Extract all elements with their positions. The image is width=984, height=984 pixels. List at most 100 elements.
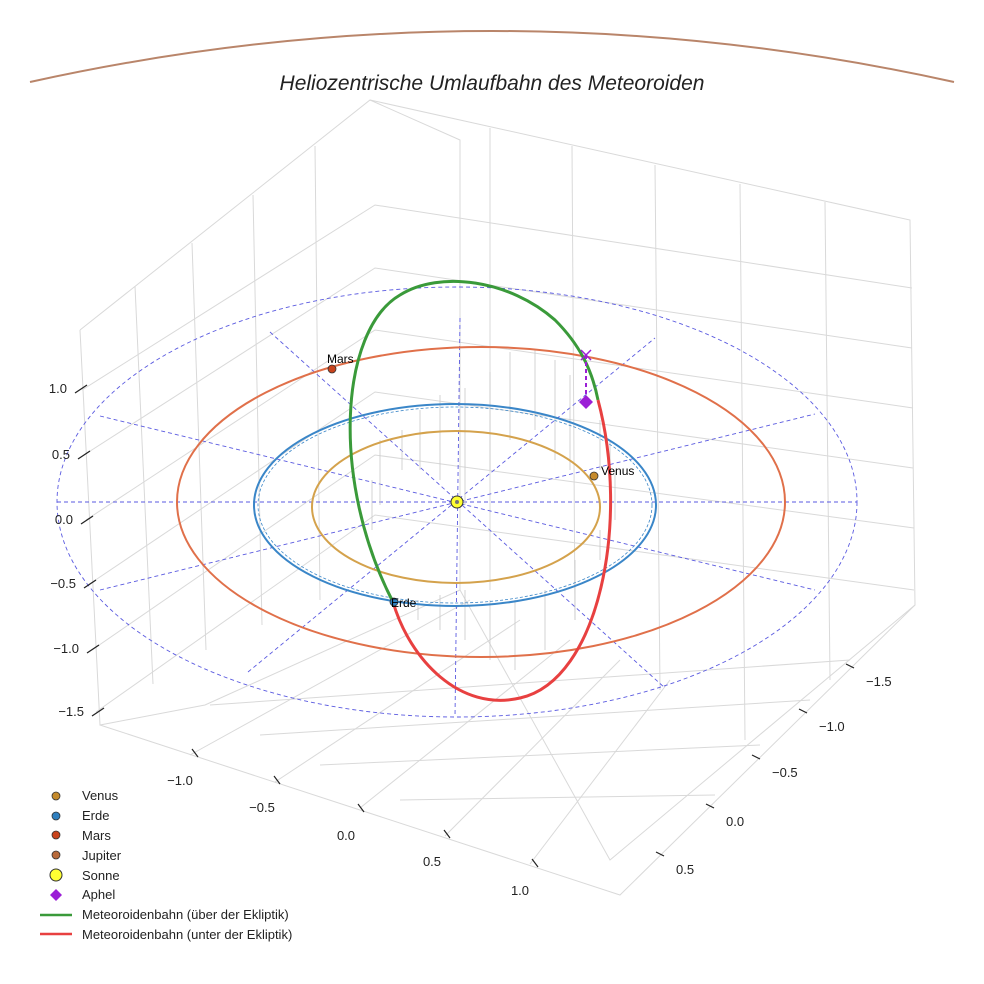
grid-line — [739, 183, 746, 741]
legend-label: Aphel — [82, 887, 116, 903]
pane-right — [369, 99, 916, 861]
sun-core-icon — [455, 500, 459, 504]
y-tick — [845, 663, 855, 669]
axes-box — [79, 99, 916, 896]
legend-item: Mars — [38, 826, 292, 846]
z-tick — [80, 515, 94, 525]
grid-line — [91, 454, 915, 651]
meteoroid-orbit-below — [391, 399, 613, 702]
aphel-marker — [579, 395, 593, 409]
grid-line — [259, 699, 811, 736]
z-tick — [74, 384, 88, 394]
legend-symbol-icon — [38, 846, 74, 864]
grid-line — [319, 744, 761, 766]
legend-label: Jupiter — [82, 847, 122, 863]
legend-item: Meteoroidenbahn (über der Ekliptik) — [38, 905, 292, 925]
legend-symbol-icon — [38, 925, 74, 943]
mars-marker — [327, 364, 337, 374]
legend: Venus Erde Mars Jupiter Sonne Aphel Meteoroide… — [38, 786, 292, 944]
y-tick — [751, 754, 761, 760]
x-tick-label: −0.5 — [249, 800, 275, 815]
y-tick-label: −0.5 — [772, 765, 798, 780]
grid-line — [654, 164, 661, 691]
x-tick — [531, 858, 539, 868]
y-tick-label: −1.5 — [866, 674, 892, 689]
grid-line — [314, 145, 321, 601]
legend-item: Jupiter — [38, 845, 292, 865]
legend-label: Sonne — [82, 867, 120, 883]
ecliptic-spoke — [247, 337, 656, 673]
z-tick-label: 0.5 — [52, 447, 70, 462]
grid-line — [824, 201, 831, 681]
z-tick-label: −1.0 — [53, 641, 79, 656]
earth-orbit-inner — [257, 406, 653, 604]
grid-line — [571, 145, 576, 621]
earth-orbit — [253, 403, 657, 607]
grid-line — [81, 204, 913, 391]
legend-item: Aphel — [38, 885, 292, 905]
legend-symbol-icon — [38, 866, 74, 884]
z-tick — [91, 707, 105, 717]
venus-marker — [589, 471, 599, 481]
earth-label: Erde — [391, 596, 417, 610]
z-tick-label: 1.0 — [49, 381, 67, 396]
y-tick-label: −1.0 — [819, 719, 845, 734]
z-tick — [77, 450, 91, 460]
grid-line — [529, 679, 671, 865]
legend-symbol-icon — [38, 906, 74, 924]
mars-label: Mars — [327, 352, 354, 366]
grid-line — [444, 659, 621, 837]
pane-floor — [99, 604, 916, 896]
mars-orbit — [176, 346, 786, 658]
meteoroid-orbit-above — [348, 279, 600, 603]
legend-item: Sonne — [38, 865, 292, 885]
grid-line — [189, 599, 471, 756]
earth-marker — [389, 597, 399, 607]
legend-label: Meteoroidenbahn (über der Ekliptik) — [82, 907, 289, 923]
legend-label: Meteoroidenbahn (unter der Ekliptik) — [82, 926, 293, 942]
grid-line — [85, 329, 914, 521]
legend-symbol-icon — [38, 886, 74, 904]
axis-ticks — [74, 384, 855, 868]
grid-line — [399, 794, 716, 801]
z-tick — [86, 644, 100, 654]
ecliptic-spoke — [269, 331, 666, 689]
legend-item: Meteoroidenbahn (unter der Ekliptik) — [38, 925, 292, 945]
legend-item: Venus — [38, 786, 292, 806]
chart-title: Heliozentrische Umlaufbahn des Meteoroid… — [279, 72, 705, 95]
legend-label: Erde — [82, 808, 110, 824]
y-tick — [705, 803, 715, 809]
aphel-projection-x-icon — [580, 349, 592, 361]
axis-tick-labels: −1.5 −1.0 −0.5 0.0 0.5 1.0 −1.0 −0.5 0.0 0.5 1.0 −1… — [49, 381, 892, 898]
x-tick — [191, 748, 199, 758]
x-tick-label: 0.5 — [423, 854, 441, 869]
legend-item: Erde — [38, 806, 292, 826]
legend-label: Mars — [82, 827, 111, 843]
z-tick — [83, 579, 97, 589]
x-tick-label: 1.0 — [511, 883, 529, 898]
x-tick — [357, 803, 365, 813]
x-tick — [443, 829, 451, 839]
grid-line — [359, 639, 571, 809]
grid-line — [209, 659, 851, 706]
z-tick-label: 0.0 — [55, 512, 73, 527]
y-tick — [655, 851, 665, 857]
x-tick-label: −1.0 — [167, 773, 193, 788]
grid-line — [95, 514, 915, 713]
grid-line — [87, 391, 914, 586]
legend-symbol-icon — [38, 787, 74, 805]
y-tick-label: 0.0 — [726, 814, 744, 829]
venus-label: Venus — [601, 464, 634, 478]
legend-symbol-icon — [38, 807, 74, 825]
ecliptic-spoke — [454, 317, 461, 718]
y-tick-label: 0.5 — [676, 862, 694, 877]
ecliptic-spoke — [99, 413, 816, 591]
jupiter-orbit — [29, 30, 955, 83]
legend-label: Venus — [82, 788, 119, 804]
grid-line — [83, 267, 913, 456]
grid-line — [134, 285, 154, 685]
grid-line — [252, 194, 263, 626]
venus-orbit — [311, 430, 601, 584]
grid-line — [274, 619, 521, 783]
